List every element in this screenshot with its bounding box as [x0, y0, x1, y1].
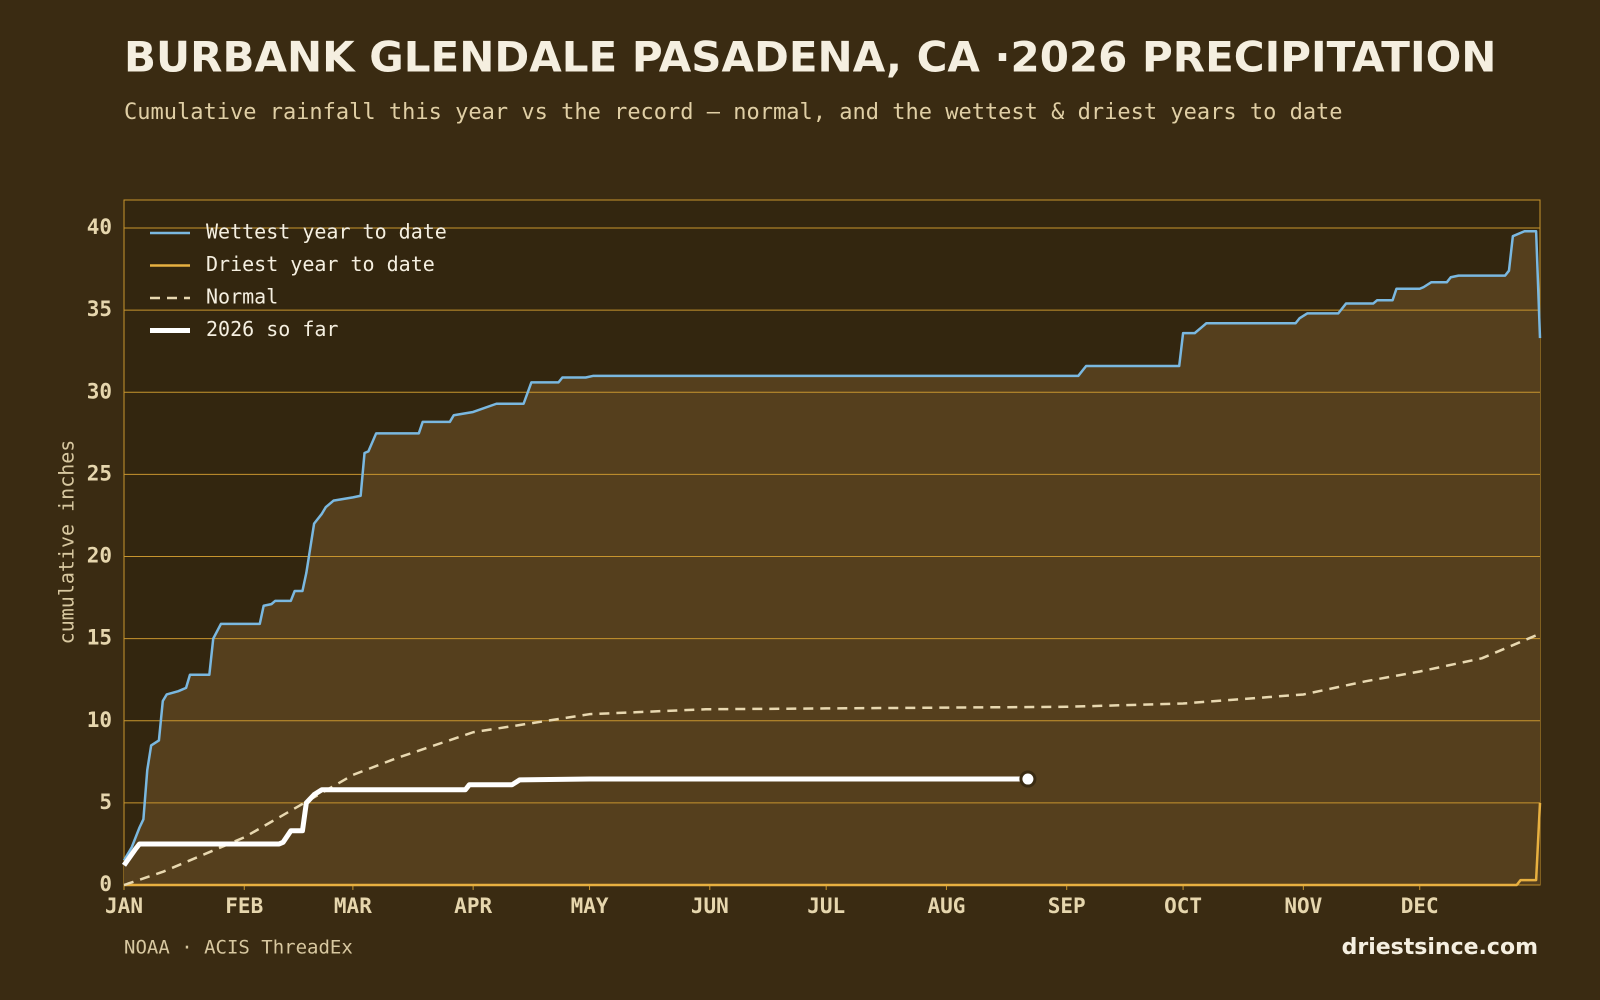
series-line [121, 776, 1028, 867]
brand: driestsince.com [1342, 935, 1538, 960]
chart-title: BURBANK GLENDALE PASADENA, CA ·2026 PREC… [124, 33, 1496, 82]
y-tick-label: 20 [87, 544, 112, 568]
legend-label: Normal [206, 285, 278, 309]
source: NOAA · ACIS ThreadEx [124, 937, 353, 959]
x-tick-label: JUN [691, 894, 729, 918]
series-line [123, 632, 1541, 887]
wettest-area [124, 231, 1540, 885]
x-tick-label: FEB [225, 894, 263, 918]
subtitle: Cumulative rainfall this year vs the rec… [124, 100, 1343, 125]
x-tick-label: DEC [1401, 894, 1439, 918]
x-tick-label: SEP [1048, 894, 1086, 918]
legend-label: Wettest year to date [206, 220, 447, 244]
y-tick-label: 0 [99, 872, 112, 896]
y-tick-label: 40 [87, 215, 112, 239]
y-axis-label: cumulative inches [55, 440, 79, 645]
x-tick-label: JAN [105, 894, 143, 918]
y-tick-label: 35 [87, 297, 112, 321]
x-tick-label: APR [454, 894, 492, 918]
x-tick-label: OCT [1164, 894, 1202, 918]
x-tick-label: MAY [571, 894, 609, 918]
y-tick-label: 30 [87, 379, 112, 403]
y-tick-label: 15 [87, 626, 112, 650]
x-tick-label: JUL [807, 894, 845, 918]
x-tick-label: MAR [334, 894, 372, 918]
y-tick-label: 10 [87, 708, 112, 732]
series-line [122, 230, 1542, 861]
y-tick-label: 5 [99, 790, 112, 814]
x-tick-label: NOV [1284, 894, 1322, 918]
end-dot [1019, 770, 1037, 788]
y-tick-label: 25 [87, 461, 112, 485]
series-line [124, 802, 1542, 887]
legend-label: 2026 so far [206, 317, 338, 341]
x-tick-label: AUG [927, 894, 965, 918]
legend-label: Driest year to date [206, 252, 435, 276]
